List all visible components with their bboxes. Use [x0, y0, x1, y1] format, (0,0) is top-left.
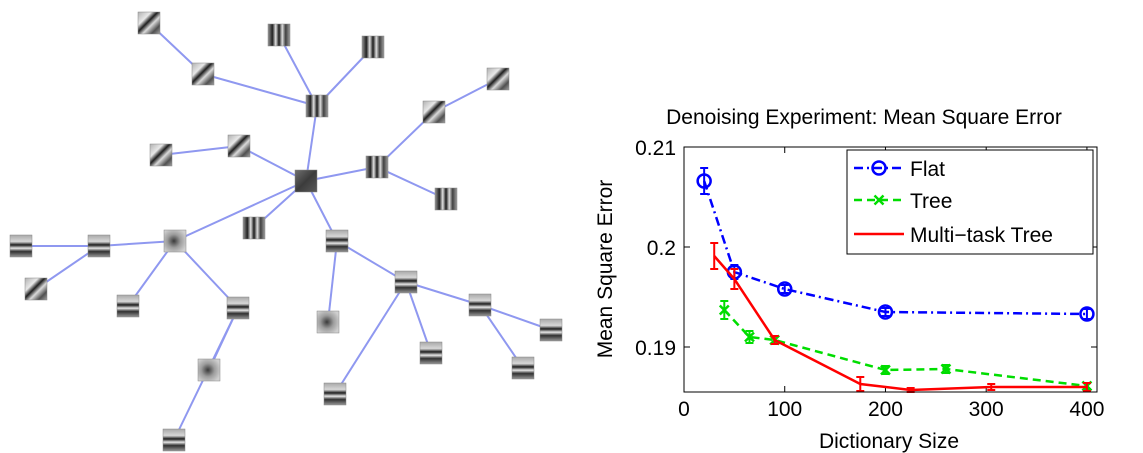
dictionary-atom-n7: [149, 143, 173, 167]
data-point: [744, 331, 755, 343]
error-bar: [856, 376, 865, 392]
dictionary-atom-n19: [197, 358, 221, 382]
tree-nodes: [9, 11, 563, 452]
dictionary-atom-n27: [539, 318, 563, 342]
dictionary-atom-n12: [242, 216, 266, 240]
x-tick-label: 100: [767, 398, 802, 421]
legend-item-1: Tree: [854, 190, 952, 213]
series-line: [713, 255, 1087, 392]
x-tick-label: 0: [678, 398, 690, 421]
dictionary-atom-n25: [419, 341, 443, 365]
x-tick-label: 400: [1069, 398, 1104, 421]
data-point: [940, 363, 952, 375]
x-axis-label: Dictionary Size: [819, 430, 959, 453]
dictionary-atom-n24: [323, 382, 347, 406]
series-line: [723, 309, 1088, 388]
data-point: [877, 304, 894, 320]
tree-edge: [174, 180, 307, 242]
series-2: [710, 242, 1091, 393]
dictionary-atom-root: [294, 169, 318, 193]
dictionary-atom-n11: [434, 187, 458, 211]
dictionary-atom-n10: [486, 67, 510, 91]
tree-edge: [98, 240, 176, 247]
dictionary-atom-n26: [468, 293, 492, 317]
chart-title: Denoising Experiment: Mean Square Error: [666, 106, 1062, 129]
series-layer: [696, 167, 1095, 393]
error-bar: [730, 268, 739, 290]
dictionary-atom-n17: [24, 277, 48, 301]
data-point: [718, 304, 730, 316]
legend-label: Multi−task Tree: [910, 224, 1053, 247]
tree-edge: [405, 281, 432, 354]
tree-edges: [21, 22, 552, 441]
error-bar: [881, 307, 890, 317]
tree-edge: [160, 145, 240, 156]
dictionary-atom-n23: [394, 270, 418, 294]
dictionary-atom-n20: [162, 428, 186, 452]
legend-item-0: Flat: [854, 158, 945, 181]
legend-item-2: Multi−task Tree: [854, 224, 1053, 247]
x-tick-label: 300: [969, 398, 1004, 421]
dictionary-atom-n14: [87, 234, 111, 258]
data-point: [1079, 306, 1095, 322]
tree-edge: [376, 166, 447, 200]
tree-edge: [405, 281, 481, 306]
dictionary-atom-n1: [305, 94, 329, 118]
atom-tree-panel: [9, 11, 563, 452]
data-point: [696, 173, 712, 189]
dictionary-atom-n6: [227, 134, 251, 158]
dictionary-atom-n5: [137, 11, 161, 35]
data-point: [880, 364, 891, 376]
dictionary-atom-n2: [267, 23, 291, 47]
tree-edge: [278, 34, 318, 107]
error-bar: [987, 383, 996, 391]
dictionary-atom-n22: [316, 310, 340, 334]
dictionary-atom-n21: [325, 229, 349, 253]
dictionary-atom-n3: [361, 35, 385, 59]
mse-chart: Denoising Experiment: Mean Square Error …: [594, 106, 1104, 453]
dictionary-atom-n8: [365, 155, 389, 179]
dictionary-atom-n13: [163, 229, 187, 253]
tree-edge: [479, 304, 552, 331]
tree-edge: [327, 240, 338, 323]
series-0: [696, 167, 1095, 322]
legend: Flat Tree Multi−task Tree: [846, 149, 1094, 255]
dictionary-atom-n28: [511, 356, 535, 380]
y-axis-label: Mean Square Error: [594, 180, 617, 359]
legend-label: Tree: [910, 190, 952, 213]
dictionary-atom-n9: [422, 100, 446, 124]
legend-label: Flat: [910, 158, 945, 181]
error-bar: [780, 284, 789, 294]
plot-frame: [683, 146, 1098, 393]
y-tick-label: 0.19: [635, 337, 676, 360]
error-bar: [770, 335, 779, 345]
y-tick-label: 0.21: [635, 137, 676, 160]
error-bar: [710, 242, 719, 270]
error-bar: [700, 167, 709, 195]
y-tick-label: 0.2: [647, 237, 676, 260]
x-tick-label: 200: [868, 398, 903, 421]
dictionary-atom-n4: [191, 62, 215, 86]
legend-marker: [873, 194, 885, 206]
dictionary-atom-n15: [116, 294, 140, 318]
legend-marker: [871, 160, 887, 176]
series-line: [702, 180, 1087, 316]
tree-edge: [202, 73, 318, 107]
dictionary-atom-n18: [226, 296, 250, 320]
data-point: [776, 281, 793, 297]
tree-edge: [305, 166, 378, 182]
error-bar: [1082, 382, 1091, 392]
tree-edge: [305, 105, 318, 182]
tree-edge: [336, 240, 407, 283]
dictionary-atom-n16: [9, 234, 33, 258]
tree-edge: [334, 281, 407, 395]
